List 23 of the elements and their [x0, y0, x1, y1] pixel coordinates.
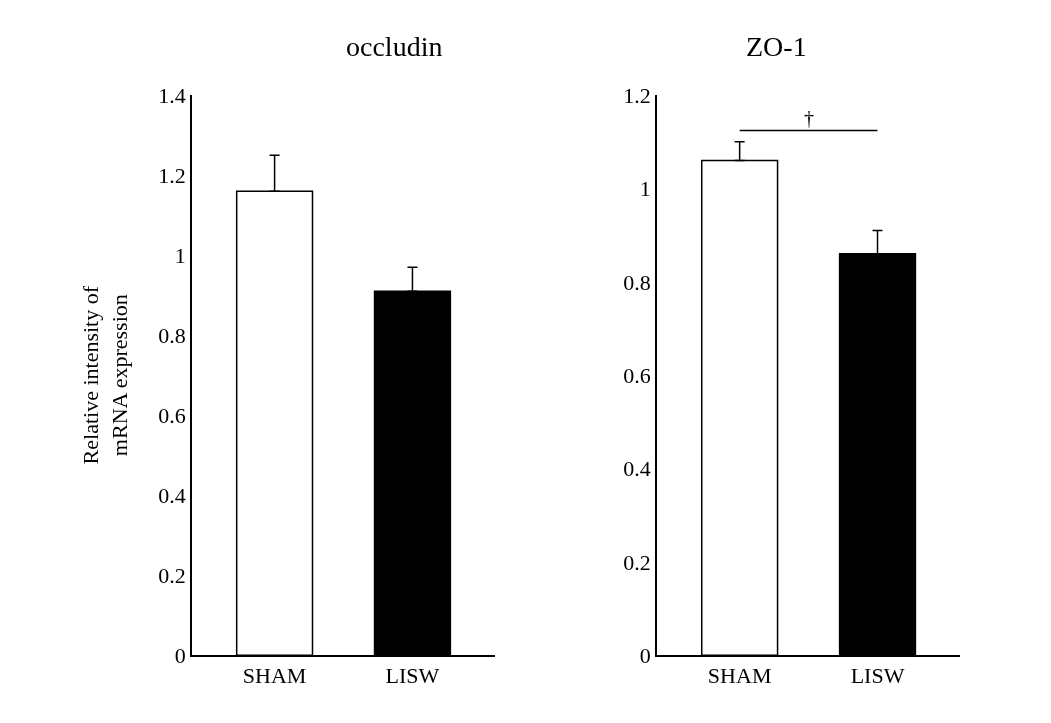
y-tick-label: 0.2 — [158, 562, 186, 588]
y-tick-label: 1 — [174, 242, 186, 268]
y-tick-label: 1.4 — [158, 82, 186, 108]
y-tick-label: 0.8 — [623, 269, 651, 295]
y-tick-label: 0.8 — [158, 322, 186, 348]
y-tick-label: 0.4 — [158, 482, 186, 508]
chart-title: occludin — [346, 31, 443, 62]
y-axis-title: Relative intensity of mRNA expression — [77, 285, 132, 465]
x-tick-label: SHAM — [242, 663, 307, 689]
y-tick-label: 0.4 — [623, 456, 651, 482]
y-tick-label: 0.6 — [623, 362, 651, 388]
x-tick-label: SHAM — [707, 663, 772, 689]
annotation: † — [804, 107, 814, 129]
y-tick-label: 0.2 — [623, 549, 651, 575]
y-tick-label: 0 — [174, 642, 186, 668]
y-tick-label: 1.2 — [623, 82, 651, 108]
y-tick-label: 1 — [639, 176, 651, 202]
chart-title: ZO-1 — [746, 31, 807, 62]
y-tick-label: 0 — [639, 642, 651, 668]
x-tick-label: LISW — [850, 663, 905, 689]
x-tick-label: LISW — [385, 663, 440, 689]
y-tick-label: 1.2 — [158, 162, 186, 188]
y-tick-label: 0.6 — [158, 402, 186, 428]
